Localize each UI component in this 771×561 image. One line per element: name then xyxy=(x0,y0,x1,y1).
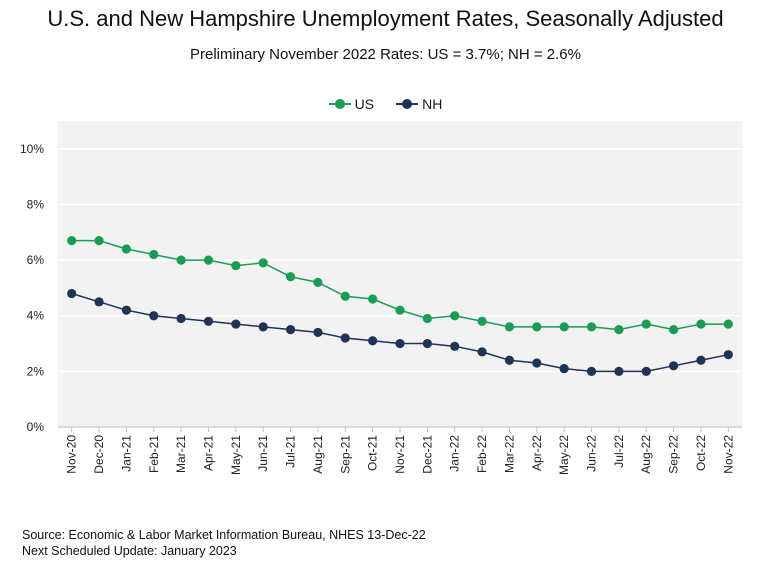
legend-item-nh: NH xyxy=(396,96,442,112)
data-point-nh xyxy=(149,311,159,321)
x-tick-label: Jun-22 xyxy=(585,435,599,472)
x-tick-label: Dec-20 xyxy=(92,435,106,474)
data-point-nh xyxy=(614,366,624,376)
x-tick-label: Feb-21 xyxy=(147,435,161,473)
data-point-nh xyxy=(450,341,460,351)
data-point-us xyxy=(176,255,186,265)
data-point-us xyxy=(231,261,241,271)
y-tick-label: 10% xyxy=(20,142,44,156)
data-point-nh xyxy=(67,288,77,299)
x-tick-label: May-21 xyxy=(229,435,243,475)
data-point-us xyxy=(340,291,350,301)
chart-title: U.S. and New Hampshire Unemployment Rate… xyxy=(47,6,724,31)
data-point-us xyxy=(422,313,432,324)
data-point-us xyxy=(614,325,624,335)
chart-legend: US NH xyxy=(0,96,771,112)
x-tick-label: Jan-22 xyxy=(448,435,462,472)
x-tick-label: Sep-22 xyxy=(667,435,681,474)
data-point-nh xyxy=(723,350,733,360)
data-point-us xyxy=(94,236,104,246)
x-tick-label: Jul-22 xyxy=(612,435,626,468)
data-point-nh xyxy=(121,305,131,315)
data-point-nh xyxy=(559,363,569,374)
source-note: Source: Economic & Labor Market Informat… xyxy=(22,528,426,542)
data-point-us xyxy=(258,258,268,268)
data-point-us xyxy=(696,319,706,329)
y-tick-label: 4% xyxy=(27,309,45,323)
data-point-us xyxy=(450,311,460,321)
data-point-us xyxy=(504,322,515,332)
data-point-us xyxy=(149,249,159,260)
y-tick-label: 0% xyxy=(27,420,45,434)
data-point-us xyxy=(368,294,378,304)
data-point-us xyxy=(395,305,405,315)
x-tick-label: Sep-21 xyxy=(338,435,352,474)
x-tick-label: Mar-21 xyxy=(174,435,188,473)
data-point-nh xyxy=(313,327,323,338)
data-point-us xyxy=(477,316,487,326)
next-update-note: Next Scheduled Update: January 2023 xyxy=(22,544,237,558)
data-point-us xyxy=(669,325,679,335)
legend-swatch-nh xyxy=(396,99,419,109)
data-point-nh xyxy=(586,366,597,376)
x-tick-label: Apr-22 xyxy=(530,435,544,471)
legend-item-us: US xyxy=(328,96,375,112)
data-point-nh xyxy=(340,333,350,343)
data-point-nh xyxy=(504,355,515,365)
data-point-nh xyxy=(532,358,542,368)
y-tick-label: 2% xyxy=(27,364,45,378)
x-tick-label: Aug-21 xyxy=(311,435,325,474)
data-point-nh xyxy=(422,338,432,349)
data-point-us xyxy=(586,322,597,332)
x-tick-label: Nov-21 xyxy=(393,435,407,474)
data-point-nh xyxy=(641,366,651,376)
data-point-us xyxy=(641,319,651,329)
y-tick-label: 6% xyxy=(27,253,45,267)
x-tick-label: Oct-22 xyxy=(694,435,708,471)
x-tick-label: May-22 xyxy=(557,435,571,475)
x-tick-label: Jan-21 xyxy=(119,435,133,472)
chart-subtitle: Preliminary November 2022 Rates: US = 3.… xyxy=(189,46,581,63)
data-point-nh xyxy=(285,325,296,335)
x-tick-label: Jun-21 xyxy=(256,435,270,472)
plot-area xyxy=(58,121,742,427)
data-point-nh xyxy=(231,319,241,329)
x-tick-label: Apr-21 xyxy=(201,435,215,471)
legend-label-us: US xyxy=(354,96,375,112)
chart-footer: Source: Economic & Labor Market Informat… xyxy=(22,527,426,559)
data-point-us xyxy=(121,244,131,254)
data-point-nh xyxy=(258,322,268,332)
x-tick-label: Nov-20 xyxy=(65,435,79,474)
legend-label-nh: NH xyxy=(422,96,443,112)
data-point-us xyxy=(285,272,296,282)
data-point-us xyxy=(313,277,323,287)
legend-swatch-us xyxy=(328,99,351,109)
data-point-us xyxy=(532,322,542,332)
data-point-nh xyxy=(696,355,706,365)
data-point-us xyxy=(723,319,733,329)
data-point-nh xyxy=(477,347,487,357)
data-point-nh xyxy=(94,297,104,307)
data-point-us xyxy=(67,236,77,246)
x-tick-label: Feb-22 xyxy=(475,435,489,473)
y-tick-label: 8% xyxy=(27,197,45,211)
data-point-us xyxy=(559,322,569,332)
data-point-nh xyxy=(203,316,214,326)
data-point-nh xyxy=(395,338,405,349)
x-tick-label: Nov-22 xyxy=(721,435,735,474)
x-tick-label: Dec-21 xyxy=(420,435,434,474)
x-tick-label: Jul-21 xyxy=(284,435,298,468)
x-tick-label: Aug-22 xyxy=(639,435,653,474)
data-point-nh xyxy=(176,313,186,324)
x-tick-label: Oct-21 xyxy=(366,435,380,471)
x-tick-label: Mar-22 xyxy=(502,435,516,473)
data-point-nh xyxy=(669,361,679,371)
data-point-us xyxy=(203,255,214,265)
data-point-nh xyxy=(368,336,378,346)
